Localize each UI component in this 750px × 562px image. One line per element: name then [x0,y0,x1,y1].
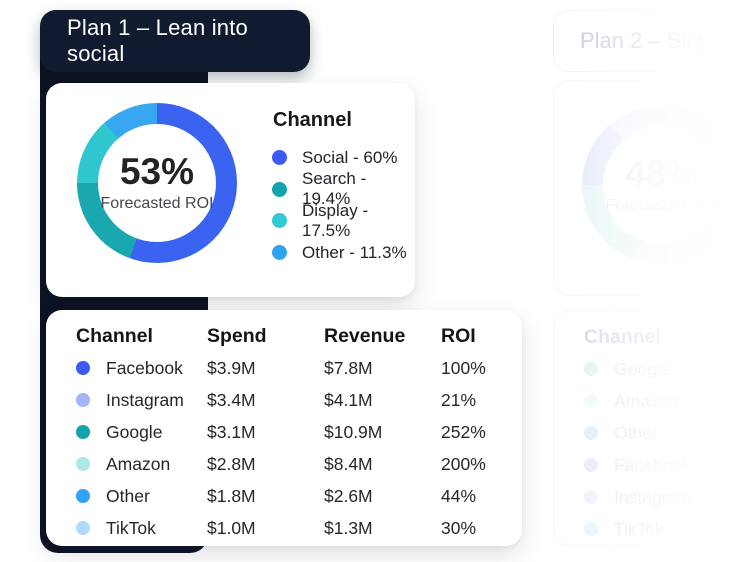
legend-label: Search - 19.4% [302,169,367,209]
roi-value: 100% [441,357,486,378]
spend-value: $3.1M [207,421,256,442]
channel-name: Facebook [614,454,691,475]
forecasted-roi-value: 48% [624,153,700,194]
table-row-amazon-channel: Amazon [76,454,207,475]
roi-value: 44% [441,485,477,506]
col-header-channel: Channel [76,324,153,347]
legend-item-social: Social - 60% [272,142,415,174]
plan2-channel-table-card: Channel Google Amazon Other Facebook Ins… [553,310,747,546]
legend-item-display: Display - 17.5% [272,201,415,240]
plan1-title: Plan 1 – Lean into social [67,15,248,66]
google-dot-icon [76,425,90,439]
plan1-roi-donut-chart: 53% Forecasted ROI [77,103,237,263]
spend-value: $1.8M [207,485,256,506]
legend-title: Channel [273,109,352,131]
other-dot-icon [76,489,90,503]
spend-value: $3.9M [207,357,256,378]
revenue-value: $4.1M [324,389,373,410]
legend-item-other: Other - 11.3% [272,237,415,269]
amazon-dot-icon [76,457,90,471]
spend-value: $1.0M [207,517,256,538]
plan1-channel-table-card: Channel Spend Revenue ROI Facebook $3.9M… [46,310,522,546]
channel-name: Google [106,421,163,442]
table-row-tiktok-channel: TikTok [76,518,207,539]
channel-name: Other [106,485,150,506]
table-row-google-channel: Google [584,359,746,380]
revenue-value: $10.9M [324,421,383,442]
roi-value: 200% [441,453,486,474]
revenue-value: $7.8M [324,357,373,378]
legend-item-search: Search - 19.4% [272,169,415,208]
forecasted-roi-label: Forecasted ROI [100,195,214,212]
other-dot-icon [584,426,598,440]
forecasted-roi-value: 53% [119,151,195,192]
roi-value: 252% [441,421,486,442]
facebook-dot-icon [76,361,90,375]
plan2-tab[interactable]: Plan 2 – Slig [553,10,747,72]
tiktok-dot-icon [76,521,90,535]
social-dot-icon [272,150,287,166]
channel-name: Instagram [614,486,692,507]
table-row-other-channel: Other [76,486,207,507]
table-row-facebook-channel: Facebook [76,358,207,379]
spend-value: $2.8M [207,453,256,474]
channel-table-faded: Channel Google Amazon Other Facebook Ins… [584,321,746,545]
channel-table: Channel Spend Revenue ROI Facebook $3.9M… [76,320,522,544]
instagram-dot-icon [76,393,90,407]
legend-label: Social - 60% [302,147,398,167]
plan2-roi-donut-chart: 48% Forecasted ROI [582,105,742,265]
channel-name: Google [614,358,671,379]
spend-value: $3.4M [207,389,256,410]
table-row-other-channel: Other [584,423,746,444]
forecasted-roi-label: Forecasted ROI [605,197,719,214]
search-dot-icon [272,181,287,197]
col-header-roi: ROI [441,324,476,347]
channel-name: Other [614,422,658,443]
channel-name: TikTok [106,517,156,538]
donut-center: 48% Forecasted ROI [603,126,721,244]
table-row-instagram-channel: Instagram [76,390,207,411]
table-row-tiktok-channel: TikTok [584,519,746,540]
facebook-dot-icon [584,458,598,472]
channel-name: Facebook [106,357,183,378]
table-row-amazon-channel: Amazon [584,391,746,412]
channel-name: Amazon [614,390,679,411]
other-dot-icon [272,245,287,261]
roi-value: 21% [441,389,477,410]
instagram-dot-icon [584,490,598,504]
channel-name: Instagram [106,389,184,410]
plan1-roi-card: 53% Forecasted ROI Channel Social - 60% … [46,83,415,297]
legend-label: Display - 17.5% [302,200,369,240]
display-dot-icon [272,213,287,229]
plan2-title: Plan 2 – Slig [580,28,704,53]
plan2-roi-card: 48% Forecasted ROI [553,80,747,296]
col-header-revenue: Revenue [324,324,406,347]
google-dot-icon [584,362,598,376]
channel-name: TikTok [614,518,664,539]
revenue-value: $2.6M [324,485,373,506]
table-row-facebook-channel: Facebook [584,455,746,476]
col-header-spend: Spend [207,324,267,347]
col-header-channel: Channel [584,325,661,348]
channel-name: Amazon [106,453,171,474]
table-row-instagram-channel: Instagram [584,487,746,508]
donut-center: 53% Forecasted ROI [98,124,216,242]
tiktok-dot-icon [584,522,598,536]
table-row-google-channel: Google [76,422,207,443]
revenue-value: $1.3M [324,517,373,538]
roi-value: 30% [441,517,477,538]
revenue-value: $8.4M [324,453,373,474]
channel-legend: Channel Social - 60% Search - 19.4% Disp… [272,109,415,268]
plan1-tab[interactable]: Plan 1 – Lean into social [40,10,310,72]
legend-label: Other - 11.3% [302,242,407,262]
amazon-dot-icon [584,394,598,408]
